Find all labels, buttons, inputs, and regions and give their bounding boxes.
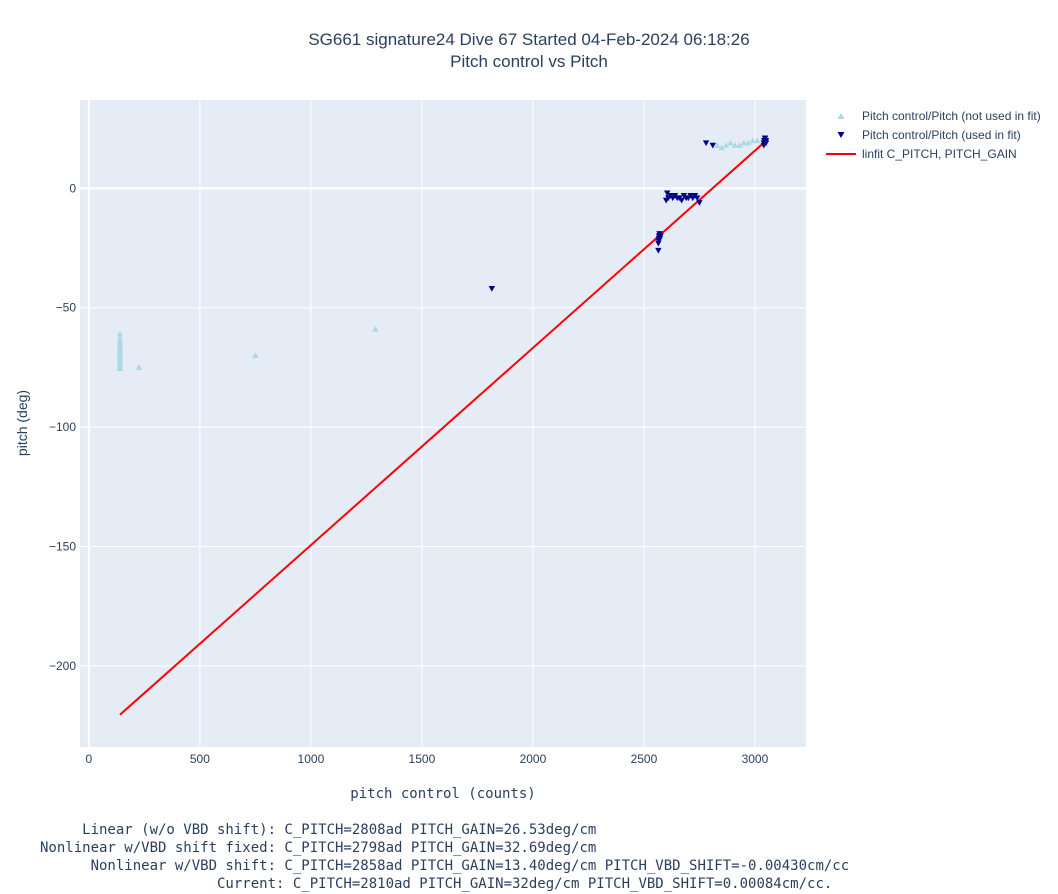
not-used-point bbox=[116, 365, 124, 372]
not-used-point bbox=[135, 364, 143, 370]
x-tick-label: 1000 bbox=[298, 752, 325, 766]
y-tick-label: 0 bbox=[69, 181, 76, 195]
x-tick-label: 2500 bbox=[631, 752, 658, 766]
legend-item-not-used[interactable]: Pitch control/Pitch (not used in fit) bbox=[826, 106, 1041, 125]
used-point bbox=[696, 200, 703, 206]
legend-label: linfit C_PITCH, PITCH_GAIN bbox=[862, 146, 1017, 161]
not-used-point bbox=[718, 144, 725, 151]
not-used-point bbox=[749, 137, 756, 144]
legend[interactable]: Pitch control/Pitch (not used in fit) Pi… bbox=[826, 106, 1041, 163]
legend-label: Pitch control/Pitch (used in fit) bbox=[862, 127, 1021, 142]
line-icon bbox=[826, 148, 856, 160]
not-used-point bbox=[740, 139, 748, 146]
used-point bbox=[664, 190, 671, 197]
x-tick-label: 2000 bbox=[520, 752, 547, 766]
used-point bbox=[694, 195, 701, 202]
used-point bbox=[702, 140, 710, 147]
x-axis-label: pitch control (counts) bbox=[350, 786, 536, 802]
y-axis-label: pitch (deg) bbox=[14, 389, 30, 457]
chart-title: SG661 signature24 Dive 67 Started 04-Feb… bbox=[308, 30, 750, 49]
data-marks bbox=[116, 135, 770, 716]
x-tick-label: 3000 bbox=[742, 752, 769, 766]
y-tick-label: −200 bbox=[49, 659, 76, 673]
not-used-point bbox=[252, 352, 259, 359]
used-point bbox=[762, 140, 770, 147]
y-tick-label: −50 bbox=[56, 301, 77, 315]
not-used-point bbox=[753, 137, 761, 144]
not-used-point bbox=[745, 139, 752, 146]
legend-item-fit[interactable]: linfit C_PITCH, PITCH_GAIN bbox=[826, 144, 1041, 163]
used-point bbox=[678, 197, 685, 204]
used-point bbox=[657, 233, 664, 240]
not-used-point bbox=[736, 142, 743, 148]
y-tick-label: −100 bbox=[49, 420, 76, 434]
not-used-point bbox=[731, 142, 739, 148]
x-tick-label: 0 bbox=[86, 752, 93, 766]
legend-label: Pitch control/Pitch (not used in fit) bbox=[862, 108, 1041, 123]
not-used-point bbox=[722, 142, 730, 148]
y-tick-label: −150 bbox=[49, 539, 76, 553]
used-point bbox=[655, 247, 662, 254]
not-used-point bbox=[116, 330, 124, 337]
used-point bbox=[488, 286, 496, 292]
x-tick-label: 1500 bbox=[409, 752, 436, 766]
legend-item-used[interactable]: Pitch control/Pitch (used in fit) bbox=[826, 125, 1041, 144]
grid-lines bbox=[80, 100, 806, 747]
not-used-point bbox=[713, 142, 721, 148]
footer-line: Current: C_PITCH=2810ad PITCH_GAIN=32deg… bbox=[40, 876, 833, 892]
used-point bbox=[655, 240, 662, 247]
footer-line: Nonlinear w/VBD shift: C_PITCH=2858ad PI… bbox=[40, 858, 850, 874]
triangle-down-icon bbox=[826, 129, 856, 141]
not-used-point bbox=[372, 325, 379, 332]
x-tick-label: 500 bbox=[190, 752, 210, 766]
footer-line: Nonlinear w/VBD shift fixed: C_PITCH=279… bbox=[40, 840, 597, 856]
not-used-point bbox=[727, 139, 734, 146]
axis-ticks: 0 500 1000 1500 2000 2500 3000 0 −50 −100 −150 −200 bbox=[49, 181, 769, 766]
plot-area bbox=[80, 100, 806, 747]
chart-subtitle: Pitch control vs Pitch bbox=[450, 52, 608, 71]
triangle-up-icon bbox=[826, 110, 856, 122]
used-point bbox=[709, 142, 716, 149]
footer-line: Linear (w/o VBD shift): C_PITCH=2808ad P… bbox=[40, 822, 597, 838]
